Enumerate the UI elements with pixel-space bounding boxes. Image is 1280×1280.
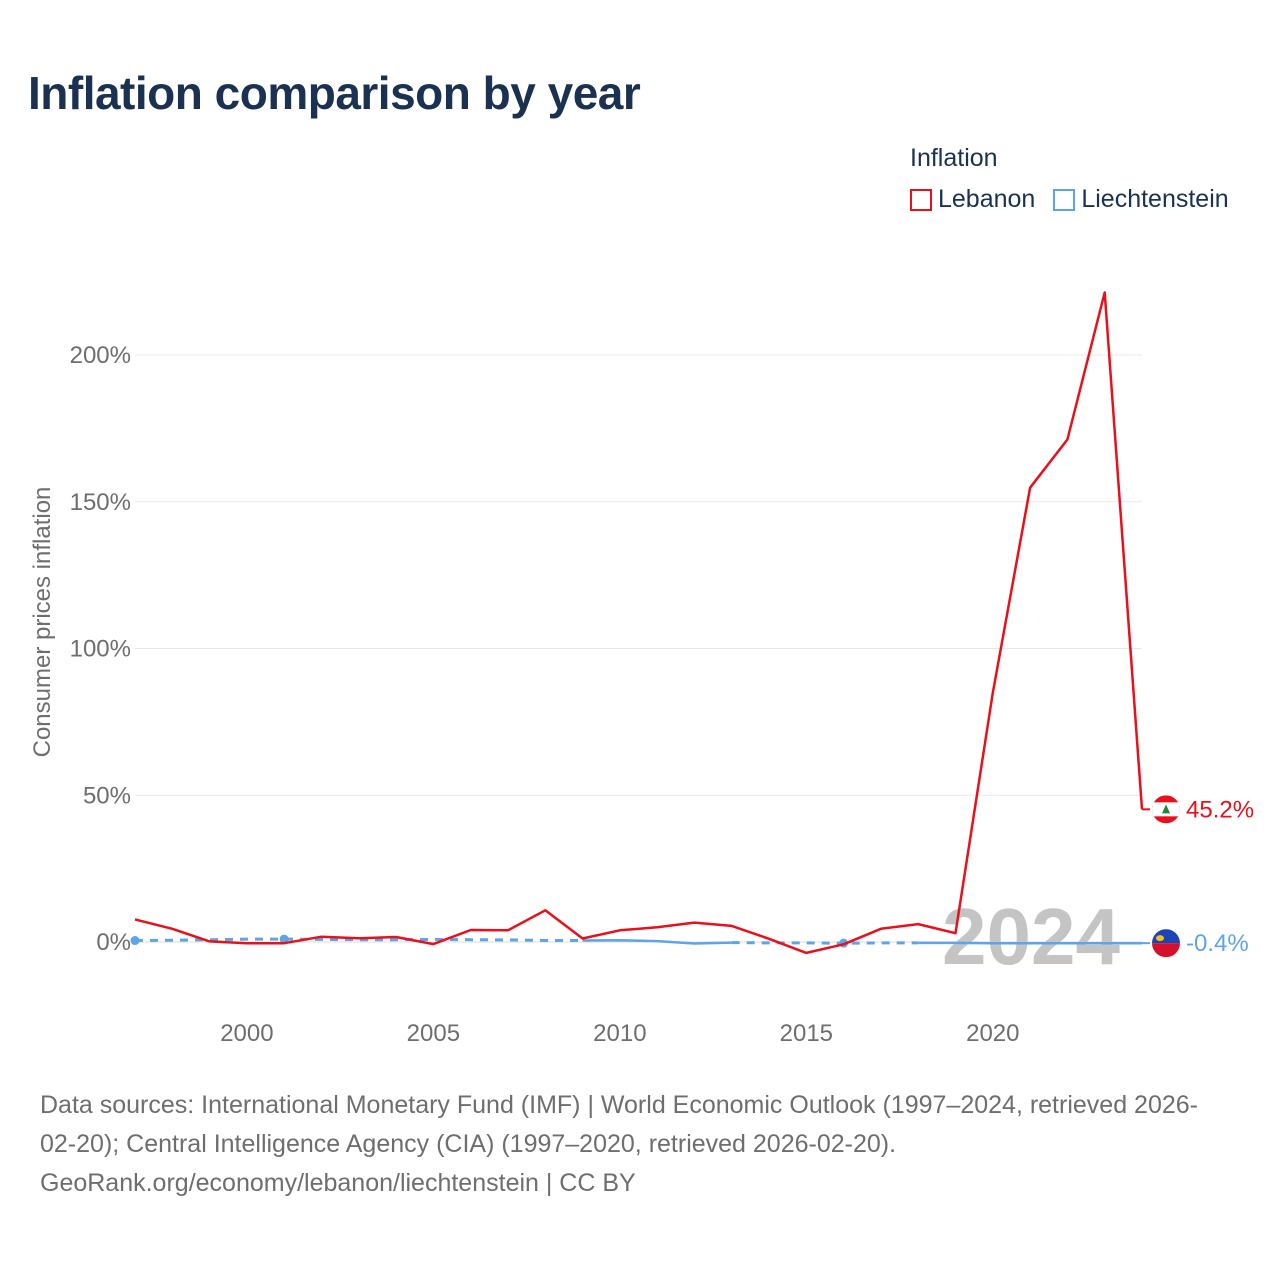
series-line-liechtenstein-dashed <box>731 941 919 945</box>
y-tick-label: 150% <box>70 489 131 516</box>
lebanon-flag-icon <box>1152 795 1180 824</box>
legend-label-liechtenstein: Liechtenstein <box>1081 185 1229 213</box>
legend-entries: Lebanon Liechtenstein <box>910 185 1247 214</box>
chart-title: Inflation comparison by year <box>28 67 641 119</box>
end-label-lebanon: 45.2% <box>1186 796 1254 823</box>
y-tick-label: 100% <box>70 636 131 663</box>
legend-item-lebanon[interactable]: Lebanon <box>910 185 1035 214</box>
x-tick-label: 2015 <box>780 1020 833 1047</box>
legend: Inflation Lebanon Liechtenstein <box>910 144 1247 214</box>
end-labels: 45.2% -0.4% <box>1142 795 1254 958</box>
x-tick-label: 2000 <box>220 1020 273 1047</box>
series-marker-liechtenstein[interactable] <box>130 936 140 946</box>
y-axis-ticks: 0% 50% 100% 150% 200% <box>70 342 131 956</box>
chart-plot: 2024 0%50%100%150%200% 2000 2005 2010 2015 2… <box>29 291 1254 1047</box>
gridlines <box>135 354 1142 943</box>
end-label-liechtenstein: -0.4% <box>1186 930 1249 957</box>
legend-title: Inflation <box>910 144 998 172</box>
x-tick-label: 2005 <box>407 1020 460 1047</box>
legend-item-liechtenstein[interactable]: Liechtenstein <box>1053 185 1229 214</box>
source-line-3: GeoRank.org/economy/lebanon/liechtenstei… <box>40 1169 636 1197</box>
series-marker-liechtenstein[interactable] <box>279 934 289 944</box>
source-note: Data sources: International Monetary Fun… <box>40 1086 1250 1203</box>
y-axis-label: Consumer prices inflation <box>29 487 56 758</box>
y-tick-label: 50% <box>83 782 131 809</box>
legend-swatch-liechtenstein <box>1053 188 1076 211</box>
series-lines <box>130 291 1144 955</box>
year-watermark: 2024 <box>942 892 1120 981</box>
source-line-2: 02-20); Central Intelligence Agency (CIA… <box>40 1130 897 1158</box>
legend-swatch-lebanon <box>910 188 932 211</box>
y-tick-label: 200% <box>70 342 131 369</box>
series-line-liechtenstein <box>582 938 732 945</box>
legend-label-lebanon: Lebanon <box>938 185 1036 213</box>
liechtenstein-flag-icon <box>1152 929 1180 958</box>
source-line-1: Data sources: International Monetary Fun… <box>40 1091 1198 1119</box>
x-tick-label: 2010 <box>593 1020 646 1047</box>
x-axis-ticks: 2000 2005 2010 2015 2020 <box>220 1020 1019 1047</box>
x-tick-label: 2020 <box>966 1020 1019 1047</box>
series-line-lebanon <box>134 291 1144 955</box>
y-tick-label: 0% <box>96 929 131 956</box>
